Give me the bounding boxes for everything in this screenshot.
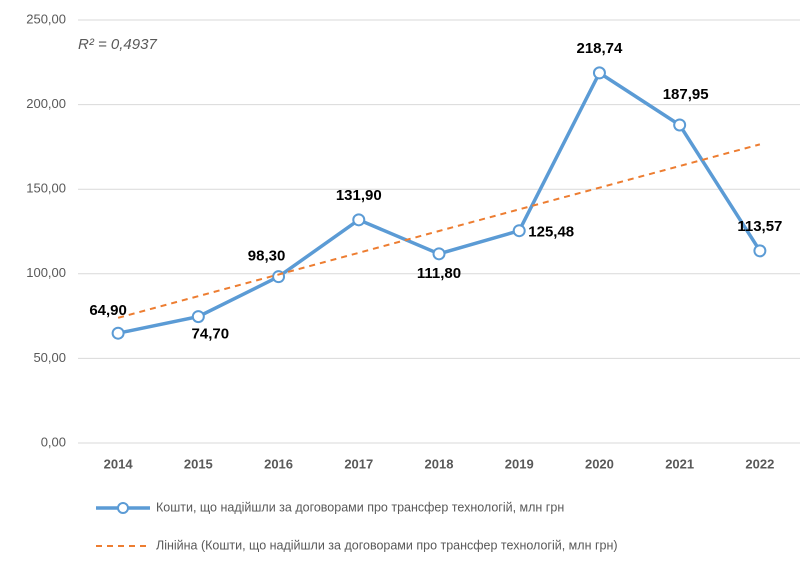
point <box>512 224 526 238</box>
data-label: 98,30 <box>248 248 286 265</box>
data-label: 111,80 <box>417 265 461 282</box>
point <box>673 118 687 132</box>
data-label: 125,48 <box>528 224 574 241</box>
x-tick-label: 2014 <box>104 456 134 471</box>
r-squared: R² = 0,4937 <box>78 36 157 53</box>
trend-line <box>117 143 761 319</box>
point <box>191 310 205 324</box>
data-line <box>117 70 762 335</box>
point <box>753 244 767 258</box>
y-tick-label: 150,00 <box>26 181 66 196</box>
legend-label: Кошти, що надійшли за договорами про тра… <box>156 500 564 514</box>
data-label: 64,90 <box>89 302 127 319</box>
data-label: 218,74 <box>576 40 623 57</box>
y-tick-label: 250,00 <box>26 11 66 26</box>
data-label: 74,70 <box>192 326 230 343</box>
x-tick-label: 2019 <box>505 456 534 471</box>
y-tick-label: 0,00 <box>41 434 66 449</box>
legend-label: Лінійна (Кошти, що надійшли за договорам… <box>156 538 618 552</box>
x-tick-label: 2021 <box>665 456 694 471</box>
x-tick-label: 2017 <box>344 456 373 471</box>
point <box>432 247 446 261</box>
y-tick-label: 200,00 <box>26 96 66 111</box>
legend-marker <box>117 502 129 514</box>
x-tick-label: 2015 <box>184 456 213 471</box>
x-tick-label: 2020 <box>585 456 614 471</box>
point <box>111 326 125 340</box>
data-label: 131,90 <box>336 187 382 204</box>
x-tick-label: 2016 <box>264 456 293 471</box>
y-tick-label: 50,00 <box>33 350 66 365</box>
x-tick-label: 2018 <box>425 456 454 471</box>
y-tick-label: 100,00 <box>26 265 66 280</box>
data-label: 113,57 <box>737 218 782 235</box>
x-tick-label: 2022 <box>745 456 774 471</box>
data-label: 187,95 <box>663 86 709 103</box>
point <box>352 213 366 227</box>
point <box>592 66 606 80</box>
